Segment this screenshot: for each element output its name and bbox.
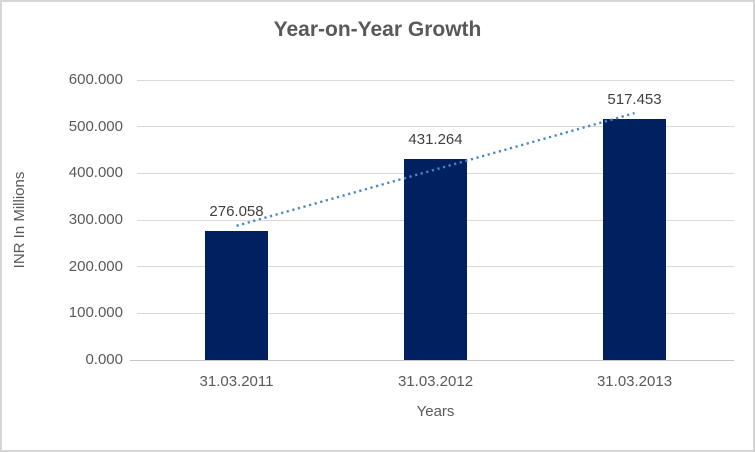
x-tick-label: 31.03.2011 [199, 373, 274, 390]
bar-31.03.2013 [603, 118, 666, 360]
y-tick-label: 0.000 [85, 351, 123, 368]
plot-area: 276.058 431.264 517.453 [130, 79, 734, 361]
gridline [137, 126, 734, 128]
bar-31.03.2011 [205, 231, 268, 360]
bar-31.03.2012 [404, 158, 467, 360]
x-tick-label: 31.03.2013 [596, 373, 673, 390]
data-label: 276.058 [209, 203, 264, 221]
chart-title: Year-on-Year Growth [273, 18, 482, 41]
gridline [137, 79, 734, 81]
y-tick-label: 300.000 [68, 211, 123, 228]
x-axis-line [130, 360, 734, 361]
trendline [236, 111, 635, 227]
y-tick-label: 600.000 [68, 71, 123, 88]
x-tick-label: 31.03.2012 [397, 373, 474, 390]
data-label: 431.264 [408, 130, 463, 148]
y-tick-label: 400.000 [68, 164, 123, 182]
y-tick-label: 500.000 [68, 117, 123, 135]
y-tick-label: 200.000 [68, 257, 123, 275]
x-axis-title: Years [416, 403, 455, 420]
data-label: 517.453 [607, 90, 662, 108]
y-tick-label: 100.000 [68, 304, 123, 322]
